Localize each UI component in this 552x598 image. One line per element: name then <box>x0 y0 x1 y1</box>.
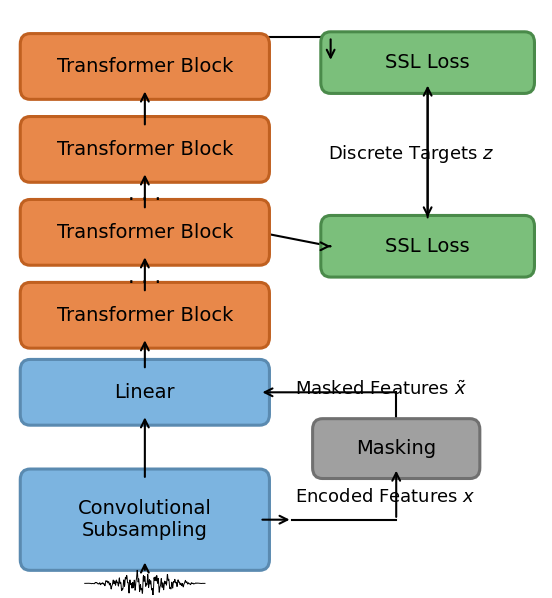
FancyBboxPatch shape <box>321 32 534 93</box>
Text: SSL Loss: SSL Loss <box>385 53 470 72</box>
Text: Transformer Block: Transformer Block <box>57 306 233 325</box>
FancyBboxPatch shape <box>321 215 534 277</box>
Text: Discrete Targets $z$: Discrete Targets $z$ <box>328 143 494 165</box>
Text: Transformer Block: Transformer Block <box>57 57 233 76</box>
Text: Transformer Block: Transformer Block <box>57 140 233 159</box>
FancyBboxPatch shape <box>20 117 269 182</box>
FancyBboxPatch shape <box>20 200 269 266</box>
FancyBboxPatch shape <box>20 359 269 425</box>
Text: SSL Loss: SSL Loss <box>385 237 470 256</box>
FancyBboxPatch shape <box>20 33 269 99</box>
Text: Linear: Linear <box>115 383 175 402</box>
FancyBboxPatch shape <box>20 282 269 348</box>
FancyBboxPatch shape <box>312 419 480 478</box>
FancyBboxPatch shape <box>20 469 269 570</box>
Text: Transformer Block: Transformer Block <box>57 223 233 242</box>
Text: · · ·: · · · <box>128 273 161 293</box>
Text: Encoded Features $x$: Encoded Features $x$ <box>295 489 476 507</box>
Text: Masking: Masking <box>356 439 436 458</box>
Text: Convolutional
Subsampling: Convolutional Subsampling <box>78 499 212 540</box>
Text: · · ·: · · · <box>128 190 161 210</box>
Text: Masked Features $\tilde{x}$: Masked Features $\tilde{x}$ <box>295 380 467 399</box>
